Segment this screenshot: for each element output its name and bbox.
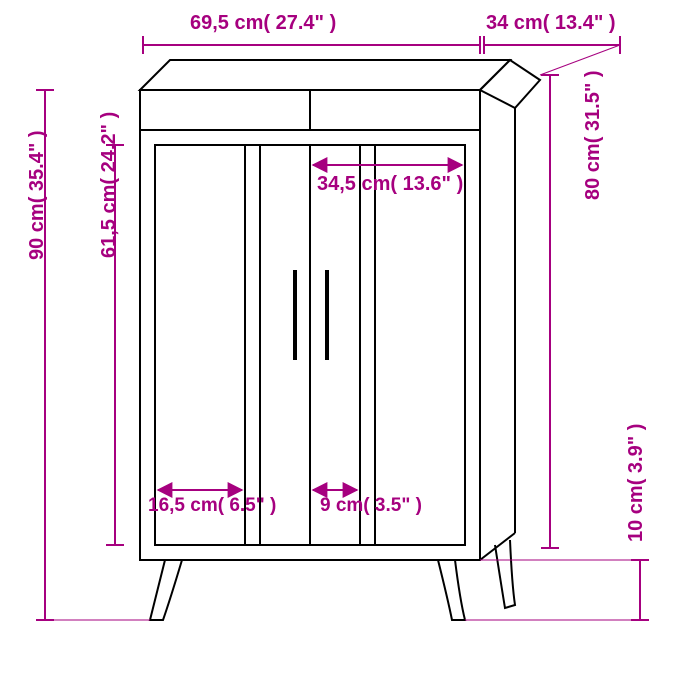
dim-depth-top: 34 cm( 13.4" ) xyxy=(486,12,616,35)
dimension-lines xyxy=(36,36,649,620)
dim-total-height: 90 cm( 35.4" ) xyxy=(26,130,49,260)
dim-door-height: 61,5 cm( 24.2" ) xyxy=(98,112,121,258)
cabinet-outline xyxy=(140,60,540,620)
dim-body-height: 80 cm( 31.5" ) xyxy=(582,70,605,200)
dim-width-top: 69,5 cm( 27.4" ) xyxy=(190,12,336,35)
dim-leg-height: 10 cm( 3.9" ) xyxy=(625,424,648,542)
dim-gap-width: 9 cm( 3.5" ) xyxy=(320,495,422,517)
dim-inner-width: 34,5 cm( 13.6" ) xyxy=(317,173,463,196)
dim-panel-width: 16,5 cm( 6.5" ) xyxy=(148,495,276,517)
